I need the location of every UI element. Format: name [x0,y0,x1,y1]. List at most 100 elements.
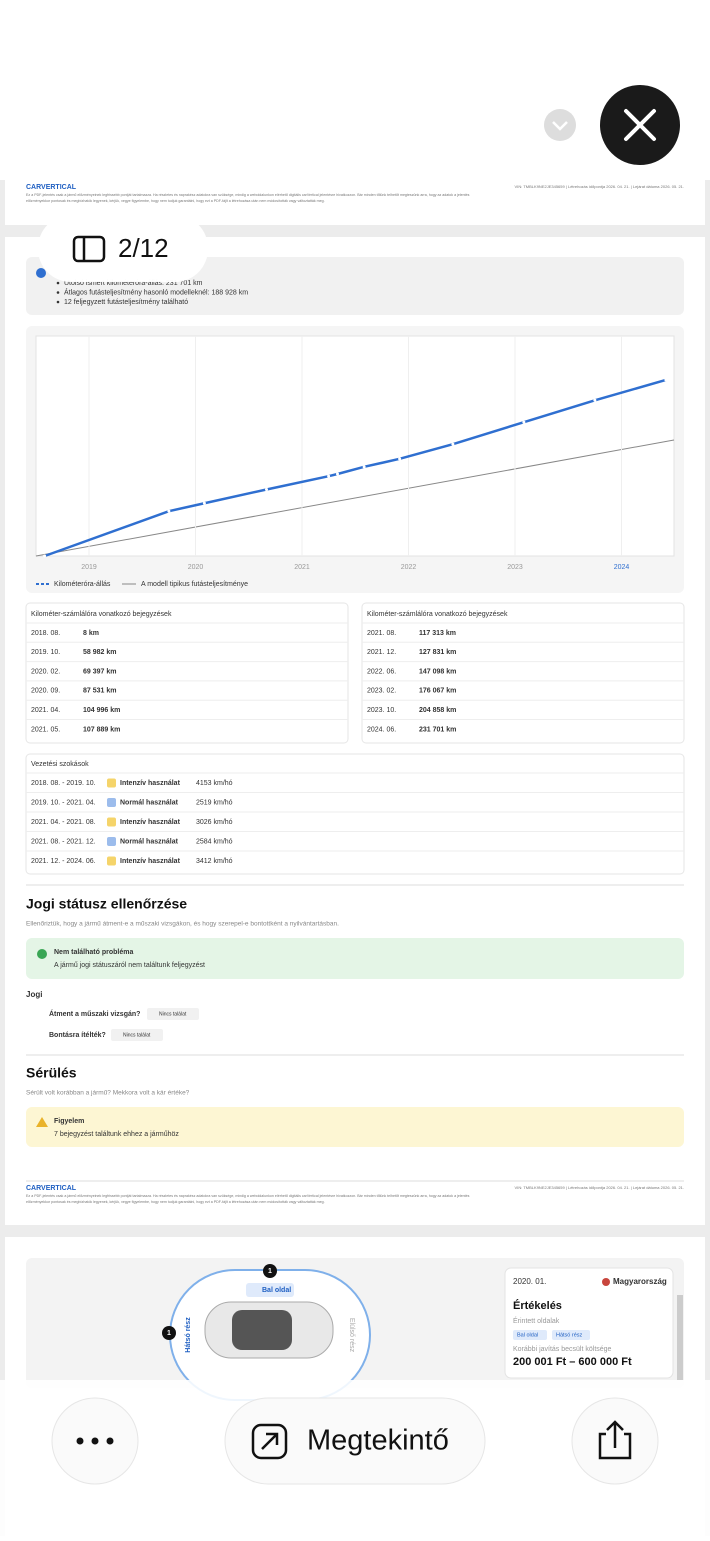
cell-date: 2021. 12. [367,649,396,656]
brand: CARVERTICAL [26,1185,77,1192]
side-label: Bal oldal [262,1287,291,1294]
status-box [26,938,684,979]
x-tick-label: 2019 [81,564,97,571]
cell-km: 69 397 km [83,668,116,675]
bullet [56,281,60,285]
cell-date: 2021. 08. [367,630,396,637]
card [504,1267,674,1379]
sidebar-icon [72,235,106,263]
open-button[interactable] [224,1397,486,1485]
collapse-button[interactable] [544,109,576,141]
scrollbar [677,1295,683,1380]
cell-usage: Normál használat [120,799,179,806]
x-tick-label: 2023 [507,564,523,571]
warning-box [26,1107,684,1147]
side-badge: Bal oldal [517,1332,538,1338]
dot [91,1437,99,1445]
cell-date: 2021. 05. [31,726,60,733]
badge [111,1029,163,1041]
disclaimer: Ez a PDF-jelentés csak a jármű előzménye… [26,193,470,197]
cell-date: 2020. 09. [31,688,60,695]
cell-usage: Intenzív használat [120,819,181,826]
badge [513,1330,547,1340]
cell-date: 2023. 02. [367,688,396,695]
section-title: Jogi státusz ellenőrzése [26,896,187,912]
odometer-line [44,378,667,558]
odometer-point [522,420,526,424]
subsection: Jogi [26,990,42,999]
card-label: Korábbi javítás becsült költsége [513,1346,612,1353]
brand: CARVERTICAL [26,184,77,191]
check-question: Átment a műszaki vizsgán? [49,1009,140,1018]
check-result: Nincs találat [159,1011,187,1017]
odometer-point [398,457,402,461]
cell-rate: 3026 km/hó [196,819,233,826]
cell-period: 2021. 12. - 2024. 06. [31,858,96,865]
cell-period: 2018. 08. - 2019. 10. [31,780,96,787]
cell-km: 231 701 km [419,726,456,733]
cell-km: 176 067 km [419,688,456,695]
vin: VIN: TMBLK9NE2JE345659 | Létrehozás időp… [515,184,684,189]
section-subtitle: Sérült volt korábban a jármű? Mekkora vo… [26,1090,190,1097]
cell-km: 58 982 km [83,649,116,656]
x-tick-label: 2022 [401,564,417,571]
section-title: Sérülés [26,1065,77,1081]
model-line [35,439,675,557]
open-icon [261,1432,279,1450]
count: 1 [167,1330,171,1337]
x-tick-label: 2024 [614,564,630,571]
badge [552,1330,590,1340]
usage-swatch [107,798,116,807]
table-title: Kilométer-számlálóra vonatkozó bejegyzés… [367,611,508,618]
flag [602,1278,610,1286]
summary-item: Utolsó ismert kilométeróra-állás: 231 70… [64,280,203,287]
cell-km: 204 858 km [419,707,456,714]
cell-usage: Intenzív használat [120,780,181,787]
top-area [0,0,710,180]
status-title: Nem található probléma [54,949,133,956]
cell-km: 104 996 km [83,707,120,714]
card-label: Érintett oldalak [513,1316,560,1325]
odometer-point [664,378,668,382]
odometer-point [327,474,331,478]
disclaimer: Ez a PDF-jelentés csak a jármű előzménye… [26,1194,470,1198]
info-icon [36,268,46,278]
table-box [25,602,349,744]
cell-km: 117 313 km [419,630,456,637]
plot-area [35,335,675,557]
disclaimer: előzményekkor pontosak és megbízhatók le… [26,1200,325,1204]
legend-label: A modell tipikus futásteljesítménye [141,581,248,588]
country: Magyarország [613,1277,667,1286]
odometer-point [593,398,597,402]
cell-period: 2021. 08. - 2021. 12. [31,838,96,845]
x-tick-label: 2020 [188,564,204,571]
count: 1 [268,1268,272,1275]
disclaimer: előzményekkor pontosak és megbízhatók le… [26,199,325,203]
odometer-point [362,465,366,469]
odometer-point [202,501,206,505]
side-label: Hátsó rész [185,1317,192,1353]
cell-date: 2019. 10. [31,649,60,656]
cell-km: 107 889 km [83,726,120,733]
cell-rate: 4153 km/hó [196,780,233,787]
table-box [361,602,685,744]
usage-swatch [107,856,116,866]
warning-text: 7 bejegyzést találtunk ehhez a járműhöz [54,1131,179,1138]
warning-icon [36,1117,48,1127]
cell-km: 127 831 km [419,649,456,656]
car-roof [232,1310,292,1350]
cell-km: 87 531 km [83,688,116,695]
close-icon [624,109,656,141]
usage-swatch [107,817,116,827]
ok-icon [37,949,47,959]
badge [147,1008,199,1020]
open-icon [251,1423,288,1460]
odometer-point [167,509,171,513]
table-title: Kilométer-számlálóra vonatkozó bejegyzés… [31,611,172,618]
dot [106,1437,114,1445]
odometer-point [265,487,268,491]
side-label: Elülső rész [348,1318,355,1353]
check-result: Nincs találat [123,1032,151,1038]
cell-date: 2020. 02. [31,668,60,675]
